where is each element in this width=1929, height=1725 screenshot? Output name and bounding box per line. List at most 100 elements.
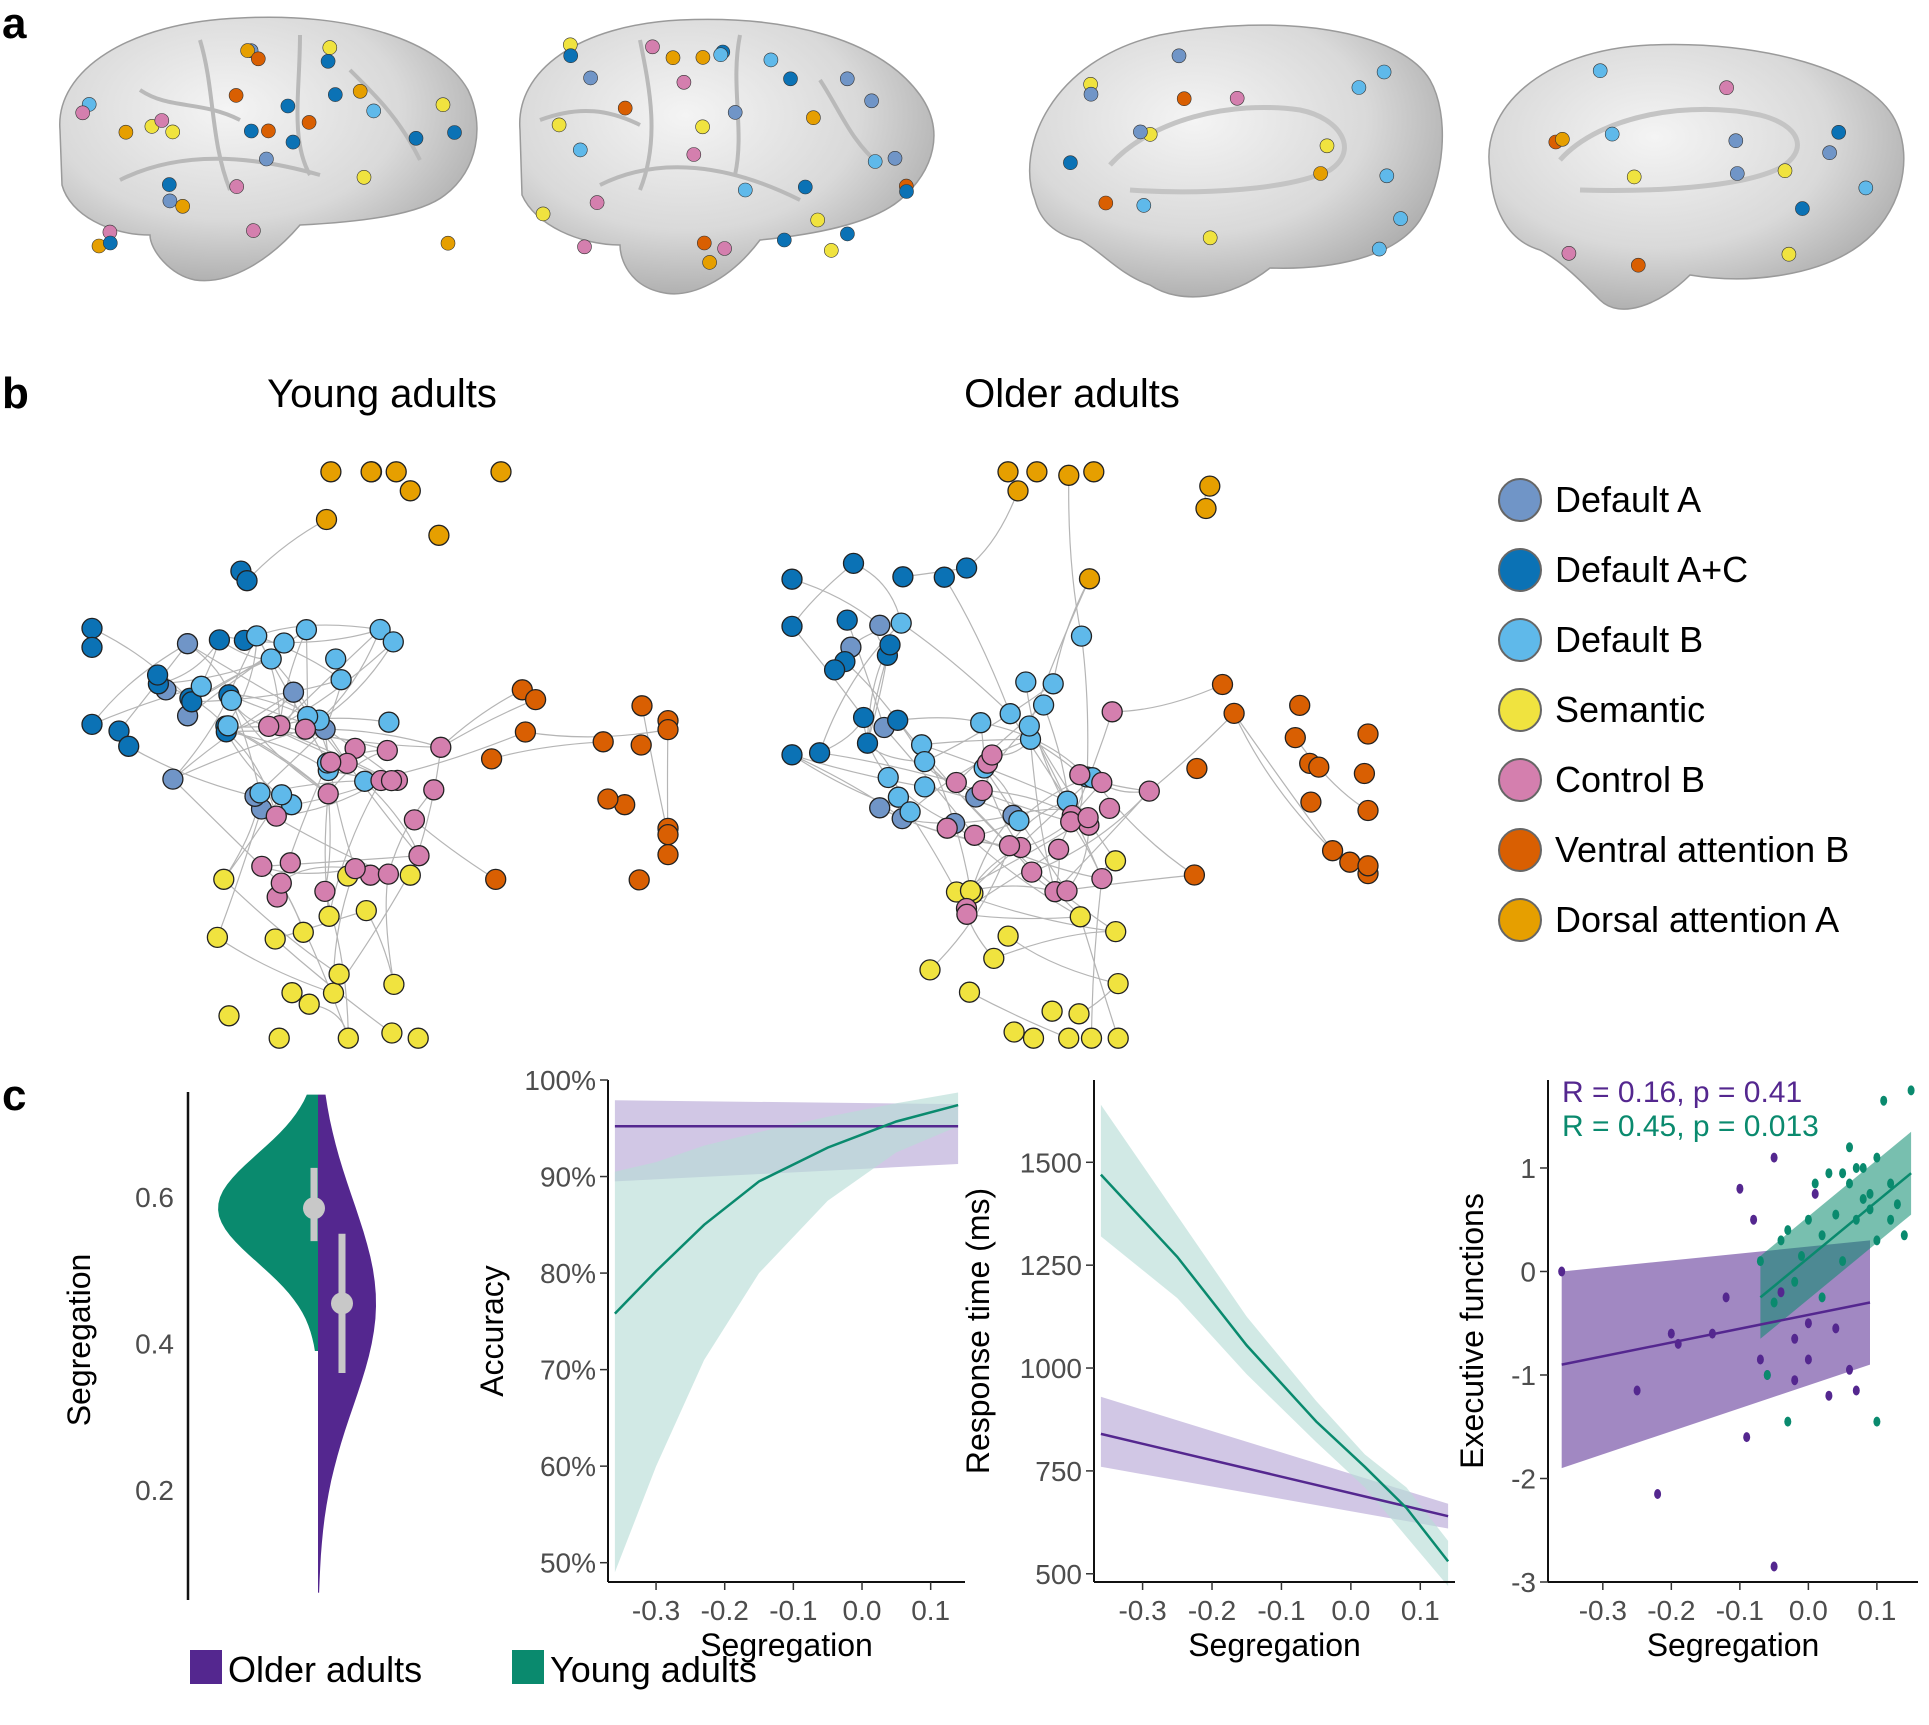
y-tick-label: -3 — [1511, 1567, 1536, 1598]
young-data-point — [1887, 1178, 1895, 1189]
violin-half — [318, 1094, 376, 1593]
network-node — [1015, 671, 1037, 693]
older-network-graph — [781, 461, 1379, 1049]
y-tick-label: 0.6 — [135, 1182, 174, 1213]
network-edge — [966, 913, 1081, 920]
panel-a-label: a — [2, 0, 27, 48]
correlation-annotation: R = 0.16, p = 0.41 — [1562, 1076, 1802, 1109]
network-node — [292, 921, 314, 943]
network-node — [270, 784, 293, 806]
young-data-point — [1770, 1297, 1778, 1308]
network-node — [407, 1027, 429, 1049]
legend-swatch — [1498, 688, 1542, 732]
legend-label: Dorsal attention A — [1555, 899, 1839, 940]
x-tick-label: -0.3 — [1579, 1595, 1627, 1626]
network-node — [856, 732, 879, 754]
network-edge — [1233, 713, 1334, 852]
brain-region-dot — [118, 124, 134, 140]
network-node — [208, 629, 231, 651]
x-tick-label: 0.1 — [1857, 1595, 1896, 1626]
legend-label: Ventral attention B — [1555, 829, 1849, 870]
network-node — [836, 609, 858, 631]
young-data-point — [1859, 1194, 1867, 1204]
network-edge — [328, 780, 382, 917]
network-node — [190, 675, 212, 697]
network-node — [108, 720, 130, 742]
network-node — [430, 736, 452, 758]
brain-region-dot — [103, 235, 118, 251]
panel-c-label: c — [2, 1071, 26, 1120]
network-node — [251, 855, 273, 878]
brain-right-medial — [1488, 43, 1905, 310]
network-nodes — [781, 461, 1379, 1049]
brain-region-dot — [899, 184, 914, 199]
confidence-band — [614, 1092, 959, 1573]
legend-label: Control B — [1555, 759, 1705, 800]
brain-region-dot — [352, 84, 368, 99]
young-data-point — [1825, 1168, 1833, 1179]
brain-region-dot — [162, 193, 178, 209]
network-node — [514, 721, 537, 743]
executive-functions-chart: -3 -2 -1 0 1 -0.3 -0.2 -0.1 0.0 0.1 Segregation Exe… — [1454, 1076, 1918, 1663]
brain-region-dot — [75, 105, 90, 121]
network-node — [485, 868, 507, 891]
brain-region-dot — [1376, 64, 1392, 80]
network-node — [260, 648, 282, 670]
network-node — [956, 903, 978, 925]
brain-region-dot — [320, 53, 336, 69]
network-node — [162, 768, 184, 790]
brain-region-dot — [583, 70, 598, 86]
network-node — [1098, 797, 1121, 820]
network-node — [1018, 715, 1040, 737]
brain-region-dot — [535, 206, 551, 222]
y-tick-label: 60% — [540, 1451, 596, 1482]
network-node — [320, 751, 342, 773]
young-data-point — [1866, 1188, 1874, 1199]
brain-region-dot — [589, 195, 605, 210]
brain-region-dot — [1202, 230, 1218, 246]
network-node — [385, 461, 407, 483]
y-tick-label: 1250 — [1020, 1250, 1082, 1281]
brain-region-dot — [246, 223, 261, 238]
network-edges — [791, 471, 1369, 1039]
network-edge — [846, 619, 885, 728]
network-node — [246, 625, 268, 647]
brain-region-dot — [1719, 80, 1734, 95]
legend-swatch — [1498, 898, 1542, 942]
network-node — [399, 864, 421, 886]
network-node — [887, 786, 910, 808]
y-tick-label: 90% — [540, 1162, 596, 1193]
network-edge — [943, 576, 1011, 714]
network-node — [377, 863, 400, 885]
brain-region-dot — [1626, 169, 1642, 185]
young-data-point — [1777, 1235, 1785, 1246]
network-node — [970, 712, 992, 734]
network-node — [887, 709, 909, 731]
network-node — [1022, 1027, 1045, 1049]
network-node — [380, 769, 403, 792]
network-node — [955, 557, 978, 579]
network-node — [1199, 475, 1221, 497]
brain-region-dot — [1561, 246, 1577, 261]
network-node — [206, 926, 229, 949]
network-node — [1058, 1027, 1080, 1049]
young-data-point — [1873, 1416, 1881, 1427]
brain-region-dot — [1781, 246, 1797, 262]
older-median-dot — [331, 1292, 353, 1315]
network-node — [355, 899, 377, 922]
network-node — [869, 797, 891, 819]
network-node — [265, 805, 287, 827]
brain-region-dot — [840, 226, 855, 242]
network-edge — [305, 629, 309, 717]
network-node — [1070, 625, 1093, 647]
y-tick-label: -2 — [1511, 1463, 1536, 1494]
brain-region-dot — [1313, 166, 1328, 181]
network-node — [408, 845, 430, 867]
network-node — [823, 659, 846, 681]
network-node — [1223, 702, 1245, 725]
young-data-point — [1756, 1256, 1764, 1267]
network-edge — [172, 728, 306, 780]
network-node — [317, 783, 339, 805]
young-fit-line — [1759, 1172, 1912, 1299]
young-data-point — [1811, 1178, 1819, 1189]
